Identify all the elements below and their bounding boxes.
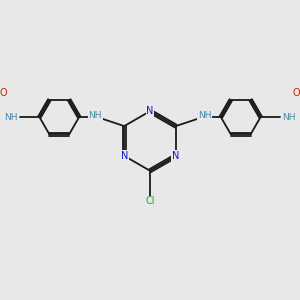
Text: NH: NH bbox=[282, 112, 296, 122]
Text: O: O bbox=[0, 88, 7, 98]
Text: NH: NH bbox=[88, 111, 102, 120]
Text: N: N bbox=[146, 106, 154, 116]
Text: NH: NH bbox=[4, 112, 18, 122]
Text: NH: NH bbox=[198, 111, 211, 120]
Text: N: N bbox=[121, 151, 128, 161]
Text: O: O bbox=[293, 88, 300, 98]
Text: Cl: Cl bbox=[145, 196, 155, 206]
Text: N: N bbox=[172, 151, 179, 161]
